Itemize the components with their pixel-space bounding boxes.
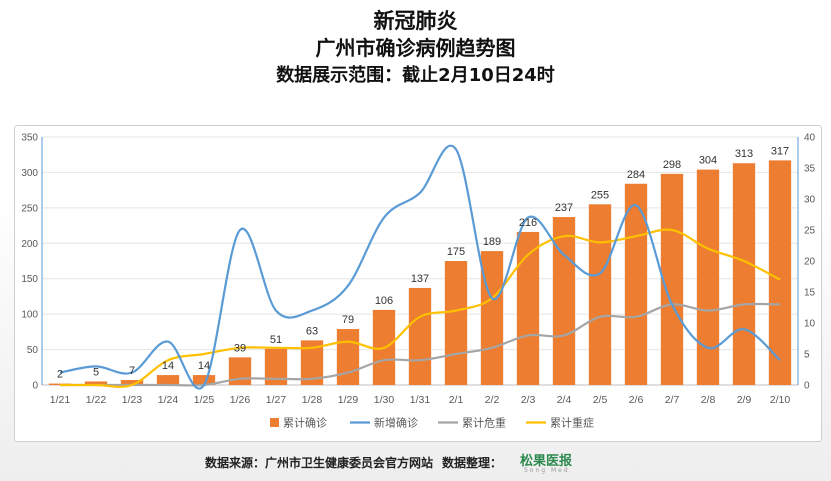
data-label: 2 [57, 369, 63, 381]
legend-label: 累计确诊 [283, 416, 327, 430]
bar [552, 217, 576, 385]
data-label: 79 [342, 314, 354, 326]
legend-label: 新增确诊 [374, 416, 418, 430]
data-label: 313 [735, 148, 753, 160]
x-tick-label: 2/3 [521, 394, 536, 406]
x-tick-label: 1/25 [194, 394, 215, 406]
bar [192, 375, 216, 385]
data-label: 14 [162, 360, 174, 372]
x-tick-label: 1/29 [338, 394, 359, 406]
y-tick-label-right: 35 [804, 164, 816, 175]
data-label: 237 [555, 202, 573, 214]
x-tick-label: 2/1 [449, 394, 464, 406]
x-tick-label: 2/5 [593, 394, 608, 406]
data-label: 5 [93, 366, 99, 378]
bar [660, 173, 684, 385]
bar [120, 380, 144, 385]
title-block: 新冠肺炎 广州市确诊病例趋势图 数据展示范围：截止2月10日24时 [0, 8, 831, 89]
x-tick-label: 1/21 [50, 394, 71, 406]
bar [696, 169, 720, 385]
y-tick-label-left: 150 [21, 274, 38, 285]
data-label: 63 [306, 325, 318, 337]
brand-logo: 松果医报 [520, 450, 572, 469]
bar [336, 329, 360, 385]
y-tick-label-left: 0 [32, 381, 38, 392]
x-tick-label: 1/27 [266, 394, 287, 406]
series-line [59, 144, 781, 390]
bar [588, 204, 612, 385]
y-tick-label-left: 200 [21, 239, 38, 250]
y-tick-label-right: 5 [804, 350, 810, 361]
bar [84, 381, 108, 385]
legend-swatch [270, 418, 279, 427]
x-tick-label: 1/26 [230, 394, 251, 406]
bar [264, 348, 288, 385]
logo-subtext: Song Med [524, 467, 570, 474]
y-tick-label-right: 10 [804, 319, 816, 330]
data-label: 39 [234, 342, 246, 354]
x-tick-label: 1/28 [302, 394, 323, 406]
y-tick-label-right: 20 [804, 257, 816, 268]
logo-text: 松果医报 [520, 454, 573, 469]
data-label: 106 [375, 295, 393, 307]
data-label: 7 [129, 365, 135, 377]
chart-panel [14, 125, 822, 442]
data-label: 137 [411, 273, 429, 285]
y-tick-label-right: 0 [804, 381, 810, 392]
data-label: 189 [483, 236, 501, 248]
x-tick-label: 1/31 [410, 394, 431, 406]
x-tick-label: 1/23 [122, 394, 143, 406]
legend-label: 累计重症 [550, 416, 594, 430]
chart-date-range: 数据展示范围：截止2月10日24时 [276, 65, 555, 86]
bar [516, 231, 540, 385]
data-source-text: 数据来源：广州市卫生健康委员会官方网站 [205, 456, 434, 470]
y-tick-label-right: 30 [804, 195, 816, 206]
y-tick-label-left: 250 [21, 203, 38, 214]
y-tick-label-right: 15 [804, 288, 816, 299]
y-tick-label-left: 50 [27, 345, 39, 356]
bar [480, 251, 504, 385]
legend-label: 累计危重 [462, 416, 506, 430]
chart-title: 新冠肺炎 [373, 9, 458, 33]
bar [768, 160, 792, 385]
bar [300, 340, 324, 385]
legend-item: 累计危重 [438, 416, 506, 430]
x-tick-label: 2/4 [557, 394, 572, 406]
data-label: 304 [699, 155, 717, 167]
x-tick-label: 1/24 [158, 394, 179, 406]
x-tick-label: 2/2 [485, 394, 500, 406]
y-tick-label-left: 300 [21, 168, 38, 179]
data-label: 14 [198, 360, 210, 372]
y-tick-label-right: 25 [804, 226, 816, 237]
x-tick-label: 1/30 [374, 394, 395, 406]
series-line [60, 302, 781, 387]
x-tick-label: 2/10 [770, 394, 791, 406]
legend-item: 累计重症 [526, 416, 594, 430]
data-organizer-label: 数据整理： [442, 456, 503, 470]
bar [444, 261, 468, 385]
bar [624, 183, 648, 385]
data-label: 284 [627, 169, 645, 181]
data-label: 175 [447, 246, 465, 258]
y-tick-label-right: 40 [804, 133, 816, 144]
data-label: 216 [519, 217, 537, 229]
data-label: 51 [270, 334, 282, 346]
legend-item: 新增确诊 [350, 416, 418, 430]
y-tick-label-left: 350 [21, 133, 38, 144]
legend-item: 累计确诊 [270, 416, 327, 430]
data-label: 298 [663, 159, 681, 171]
data-label: 317 [771, 145, 789, 157]
data-label: 255 [591, 189, 609, 201]
bar [408, 287, 432, 385]
x-tick-label: 2/9 [737, 394, 752, 406]
x-tick-label: 2/8 [701, 394, 716, 406]
bar [156, 375, 180, 385]
x-tick-label: 2/7 [665, 394, 680, 406]
chart-subtitle: 广州市确诊病例趋势图 [315, 36, 516, 60]
x-tick-label: 1/22 [86, 394, 107, 406]
bar [732, 163, 756, 385]
y-tick-label-left: 100 [21, 310, 38, 321]
x-tick-label: 2/6 [629, 394, 644, 406]
